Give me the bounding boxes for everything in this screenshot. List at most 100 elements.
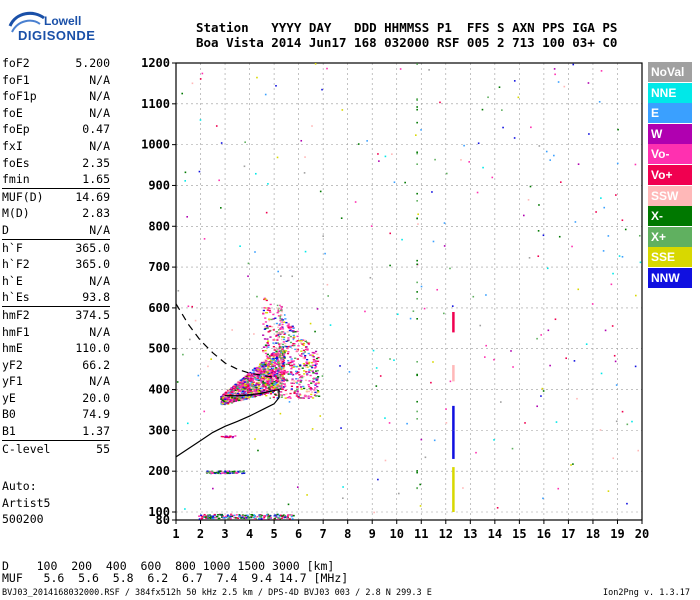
- noise-point: [430, 381, 432, 384]
- noise-point: [416, 200, 418, 202]
- echo-point: [290, 385, 294, 388]
- noise-point: [614, 360, 617, 363]
- noise-point: [449, 267, 451, 270]
- echo-point: [273, 365, 277, 367]
- echo-point: [276, 361, 280, 363]
- noise-point: [342, 486, 344, 488]
- noise-point: [283, 314, 286, 316]
- echo-point: [295, 388, 299, 390]
- y-tick-label: 200: [148, 464, 170, 478]
- echo-point: [258, 394, 261, 397]
- noise-point: [416, 106, 418, 108]
- echo-point: [296, 390, 299, 392]
- echo-point: [303, 363, 306, 366]
- echo-point: [241, 386, 244, 388]
- echo-point: [257, 387, 260, 390]
- noise-point: [207, 365, 209, 368]
- echo-point: [280, 396, 283, 398]
- noise-point: [244, 141, 246, 144]
- low-echo-point: [221, 516, 224, 518]
- echo-point: [282, 338, 286, 341]
- param-row: hmF1 N/A: [2, 324, 110, 341]
- echo-point: [236, 390, 239, 393]
- echo-point: [303, 364, 306, 367]
- echo-point: [257, 385, 261, 387]
- noise-point: [557, 81, 560, 83]
- echo-point: [277, 364, 280, 366]
- echo-point: [303, 356, 306, 358]
- echo-point: [296, 391, 299, 393]
- echo-point: [233, 392, 236, 394]
- echo-point: [229, 400, 233, 403]
- noise-point: [572, 463, 574, 465]
- noise-point: [528, 257, 531, 259]
- echo-point: [279, 309, 282, 312]
- echo-point: [245, 398, 248, 400]
- low-echo-point: [198, 518, 201, 520]
- low-echo-point: [254, 517, 257, 519]
- echo-point: [259, 393, 263, 396]
- y-tick-label: 300: [148, 423, 170, 437]
- echo-point: [297, 345, 300, 347]
- low-echo-point: [245, 517, 248, 519]
- noise-point: [432, 240, 435, 243]
- echo-point: [252, 381, 255, 383]
- x-tick-label: 14: [488, 527, 502, 541]
- echo-point: [300, 375, 304, 377]
- echo-point: [259, 385, 263, 388]
- echo-point: [315, 377, 318, 379]
- echo-point: [288, 329, 291, 332]
- noise-point: [576, 397, 578, 400]
- echo-point: [282, 364, 285, 367]
- noise-point: [460, 159, 462, 161]
- noise-point: [326, 283, 329, 286]
- echo-point: [279, 380, 282, 382]
- noise-point: [416, 317, 418, 320]
- low-echo-point: [212, 517, 215, 520]
- echo-point: [287, 361, 290, 364]
- echo-point: [281, 323, 284, 326]
- echo-point: [282, 354, 285, 357]
- noise-point: [613, 354, 616, 357]
- noise-point: [416, 99, 418, 101]
- noise-point: [372, 349, 375, 352]
- echo-point: [280, 306, 282, 308]
- echo-point: [306, 349, 309, 351]
- echo-point: [281, 375, 284, 377]
- noise-point: [611, 325, 614, 327]
- echo-point: [243, 391, 246, 393]
- echo-point: [272, 313, 275, 316]
- low-echo-point: [227, 517, 230, 520]
- echo-point: [312, 372, 315, 374]
- echo-point: [307, 352, 310, 355]
- echo-point: [251, 396, 254, 398]
- echo-point: [244, 378, 247, 380]
- low-echo-point: [228, 515, 231, 518]
- noise-point: [416, 151, 418, 154]
- echo-point: [299, 354, 302, 357]
- echo-point: [301, 397, 304, 399]
- echo-point: [275, 331, 278, 333]
- echo-point: [303, 387, 306, 390]
- echo-point: [274, 382, 278, 385]
- noise-point: [468, 161, 470, 163]
- echo-point: [245, 392, 249, 395]
- echo-point: [304, 346, 308, 348]
- echo-point: [253, 386, 257, 388]
- echo-point: [248, 380, 251, 382]
- echo-point: [265, 355, 269, 357]
- noise-point: [389, 232, 392, 235]
- echo-point: [278, 361, 280, 363]
- echo-point: [269, 359, 272, 362]
- noise-point: [340, 217, 343, 219]
- echo-point: [230, 392, 233, 394]
- echo-point: [266, 342, 269, 344]
- low-echo-point: [221, 515, 224, 517]
- echo-point: [254, 371, 257, 373]
- echo-point: [308, 388, 311, 390]
- echo-point: [295, 395, 298, 397]
- echo-point: [280, 385, 283, 387]
- echo-point: [302, 357, 305, 359]
- low-echo-point: [229, 517, 232, 520]
